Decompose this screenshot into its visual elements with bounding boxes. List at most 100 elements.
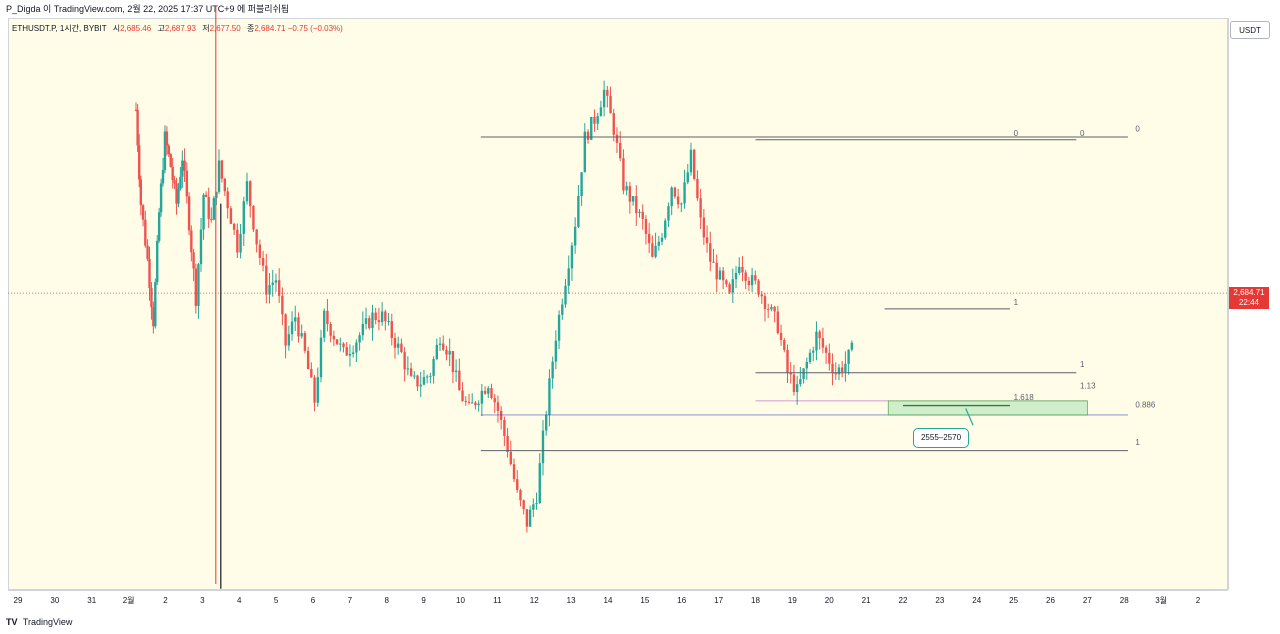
candle-body <box>400 343 403 353</box>
candle-body <box>586 131 590 140</box>
candle-body <box>676 196 680 205</box>
candle-body <box>316 377 319 403</box>
chart-pane[interactable] <box>8 18 1228 590</box>
x-tick-label: 10 <box>456 596 465 605</box>
candle-body <box>368 318 371 329</box>
publish-header: P_Digda 이 TradingView.com, 2월 22, 2025 1… <box>0 0 1280 18</box>
candle-body <box>335 339 339 345</box>
candle-body <box>660 237 664 242</box>
candle-body <box>252 206 255 230</box>
high-label: 고 <box>157 24 165 33</box>
candle-body <box>258 244 262 258</box>
candle-body <box>509 451 513 465</box>
candle-body <box>144 219 147 246</box>
fib-level-label: 0 <box>1080 129 1085 138</box>
candle-body <box>779 333 783 341</box>
x-tick-label: 2 <box>163 596 168 605</box>
candle-body <box>680 203 683 205</box>
x-tick-label: 15 <box>640 596 649 605</box>
candle-body <box>146 245 149 259</box>
candle-body <box>165 131 169 146</box>
x-tick-label: 8 <box>385 596 390 605</box>
candle-body <box>548 378 551 415</box>
candle-body <box>141 205 145 220</box>
candle-body <box>657 241 661 246</box>
candle-body <box>667 206 670 221</box>
candle-body <box>763 296 767 310</box>
candle-body <box>390 321 393 338</box>
x-tick-label: 19 <box>788 596 797 605</box>
candle-body <box>274 280 278 283</box>
candle-body <box>215 191 218 199</box>
candle-body <box>419 384 422 387</box>
candle-body <box>599 107 603 117</box>
candle-body <box>435 344 439 360</box>
candle-body <box>422 377 426 385</box>
candle-body <box>265 265 268 295</box>
candle-body <box>339 343 342 345</box>
x-tick-label: 20 <box>825 596 834 605</box>
currency-badge[interactable]: USDT <box>1230 21 1270 39</box>
candle-body <box>387 321 390 323</box>
candle-body <box>619 142 622 159</box>
x-tick-label: 5 <box>274 596 279 605</box>
candle-body <box>464 400 467 402</box>
x-tick-label: 2 <box>1196 596 1201 605</box>
candle-body <box>631 196 635 202</box>
candle-body <box>192 252 195 269</box>
candle-body <box>136 109 139 146</box>
candle-body <box>795 384 799 393</box>
candle-body <box>134 109 138 111</box>
x-tick-label: 18 <box>751 596 760 605</box>
candle-body <box>483 390 487 394</box>
symbol-name[interactable]: ETHUSDT.P, 1시간, BYBIT <box>12 24 107 33</box>
candle-body <box>355 342 358 353</box>
x-tick-label: 29 <box>14 596 23 605</box>
x-tick-label: 12 <box>530 596 539 605</box>
candle-body <box>496 402 500 411</box>
candle-body <box>281 295 284 315</box>
candle-body <box>744 272 747 281</box>
candle-body <box>255 229 258 245</box>
candle-body <box>818 331 821 339</box>
candle-body <box>522 500 525 510</box>
candle-body <box>380 311 384 323</box>
x-tick-label: 21 <box>862 596 871 605</box>
candle-body <box>210 218 213 220</box>
candle-body <box>429 375 432 377</box>
candle-body <box>432 359 435 376</box>
candle-body <box>766 309 770 311</box>
candle-body <box>226 191 229 209</box>
candle-body <box>442 343 445 350</box>
candle-body <box>384 311 387 322</box>
candle-body <box>138 145 141 180</box>
time-axis[interactable] <box>8 590 1228 613</box>
candle-body <box>223 178 226 192</box>
candle-body <box>606 89 609 96</box>
candle-body <box>454 370 458 373</box>
candle-body <box>738 266 741 274</box>
candle-body <box>152 307 155 327</box>
candle-body <box>561 304 564 315</box>
x-tick-label: 13 <box>567 596 576 605</box>
candle-body <box>249 181 252 207</box>
candle-body <box>190 230 193 253</box>
author-name[interactable]: P_Digda <box>6 4 41 14</box>
candle-body <box>148 258 151 288</box>
candle-body <box>641 211 644 219</box>
candle-body <box>535 502 538 505</box>
candle-body <box>516 479 519 491</box>
candle-body <box>538 463 541 503</box>
x-tick-label: 14 <box>604 596 613 605</box>
candle-body <box>175 183 178 204</box>
candle-body <box>199 229 203 265</box>
candle-body <box>673 187 677 197</box>
candle-body <box>194 268 198 306</box>
candle-body <box>821 338 825 348</box>
candle-body <box>451 351 455 373</box>
x-tick-label: 4 <box>237 596 242 605</box>
x-tick-label: 16 <box>677 596 686 605</box>
candle-body <box>229 208 233 224</box>
symbol-legend: ETHUSDT.P, 1시간, BYBIT 시2,685.46 고2,687.9… <box>12 23 343 34</box>
